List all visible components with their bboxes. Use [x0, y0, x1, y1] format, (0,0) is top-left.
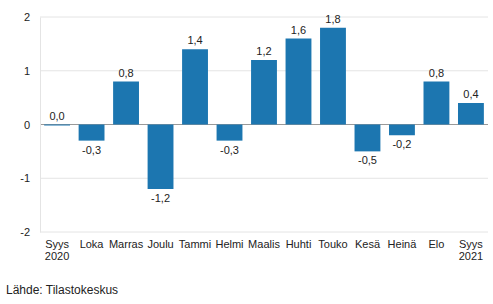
tick-label: Syys2021 [459, 238, 484, 263]
bar [182, 49, 208, 124]
tick-label-line: Tammi [179, 238, 211, 250]
grid-line [40, 232, 488, 233]
bar [217, 125, 243, 141]
tick: Syys2020 [45, 232, 70, 262]
grid-line [40, 17, 488, 18]
x-axis: Syys2020LokaMarrasJouluTammiHelmiMaalisH… [45, 232, 484, 262]
bar [113, 82, 139, 125]
data-label: 1,8 [325, 13, 340, 25]
tick-label: Helmi [215, 238, 243, 250]
tick: Kesä [355, 232, 381, 250]
tick-label: Marras [109, 238, 144, 250]
data-label: -1,2 [151, 192, 170, 204]
tick-label-line: 2020 [45, 250, 69, 262]
tick-label-line: Syys [459, 238, 483, 250]
bar [355, 125, 381, 152]
tick-label: Tammi [179, 238, 211, 250]
tick-label-line: Touko [318, 238, 347, 250]
tick-label: -2 [20, 226, 30, 238]
tick: Loka [80, 232, 105, 250]
tick: Maalis [248, 232, 280, 250]
tick-label: Kesä [355, 238, 381, 250]
tick-label: Syys2020 [45, 238, 70, 263]
grid-line [40, 178, 488, 179]
tick: Joulu [147, 232, 173, 250]
bar [458, 103, 484, 125]
tick: Syys2021 [459, 232, 484, 262]
bar [148, 125, 174, 190]
tick-label-line: 2021 [459, 250, 483, 262]
tick-label-line: Joulu [147, 238, 173, 250]
y-axis: -2 -1 0 1 2 [20, 11, 40, 238]
data-label: -0,5 [358, 154, 377, 166]
data-label: 0,4 [463, 88, 478, 100]
data-label: 0,8 [429, 67, 444, 79]
data-label: -0,3 [82, 144, 101, 156]
chart: -2 -1 0 1 2 0,0 -0,3 0,8 -1,2 1,4 -0,3 1,2 1,6 1,8 -0,… [0, 0, 493, 304]
bar [251, 60, 277, 125]
tick-label: Joulu [147, 238, 173, 250]
tick-label-line: Marras [109, 238, 144, 250]
tick-label: 1 [24, 65, 30, 77]
tick-label: -1 [20, 172, 30, 184]
tick: 0 [24, 119, 40, 131]
tick-label: 2 [24, 11, 30, 23]
data-label: 1,2 [256, 45, 271, 57]
tick: Huhti [286, 232, 312, 250]
data-label: -0,3 [220, 144, 239, 156]
data-label: 0,8 [118, 67, 133, 79]
tick: Elo [428, 232, 444, 250]
tick: Heinä [388, 232, 418, 250]
tick-label: Huhti [286, 238, 312, 250]
axis-line [40, 18, 41, 233]
tick: -2 [20, 226, 40, 238]
bar [44, 125, 70, 126]
bar [389, 125, 415, 136]
tick-label-line: Kesä [355, 238, 381, 250]
bar [79, 125, 105, 141]
tick-label: Elo [428, 238, 444, 250]
tick: 2 [24, 11, 40, 23]
tick-label-line: Heinä [388, 238, 418, 250]
data-label: 1,6 [291, 24, 306, 36]
tick-label-line: Elo [428, 238, 444, 250]
tick-label: Loka [80, 238, 105, 250]
data-labels: 0,0 -0,3 0,8 -1,2 1,4 -0,3 1,2 1,6 1,8 -0,5 -0,2 0,… [49, 13, 478, 204]
data-label: -0,2 [392, 138, 411, 150]
tick: Touko [318, 232, 347, 250]
bar [424, 82, 450, 125]
tick: 1 [24, 65, 40, 77]
tick-label-line: Huhti [286, 238, 312, 250]
bar [320, 28, 346, 125]
tick-label-line: Loka [80, 238, 105, 250]
tick-label-line: Syys [45, 238, 69, 250]
tick-label: Touko [318, 238, 347, 250]
data-label: 0,0 [49, 110, 64, 122]
grid [40, 17, 488, 232]
bar [286, 39, 312, 125]
tick: Helmi [215, 232, 243, 250]
source: Lähde: Tilastokeskus [6, 283, 118, 297]
tick-label: Maalis [248, 238, 280, 250]
tick: Marras [109, 232, 144, 250]
tick-label-line: Helmi [215, 238, 243, 250]
tick: Tammi [179, 232, 211, 250]
bars [44, 28, 484, 189]
tick-label: 0 [24, 119, 30, 131]
data-label: 1,4 [187, 34, 202, 46]
tick-label-line: Maalis [248, 238, 280, 250]
tick: -1 [20, 172, 40, 184]
tick-label: Heinä [388, 238, 418, 250]
